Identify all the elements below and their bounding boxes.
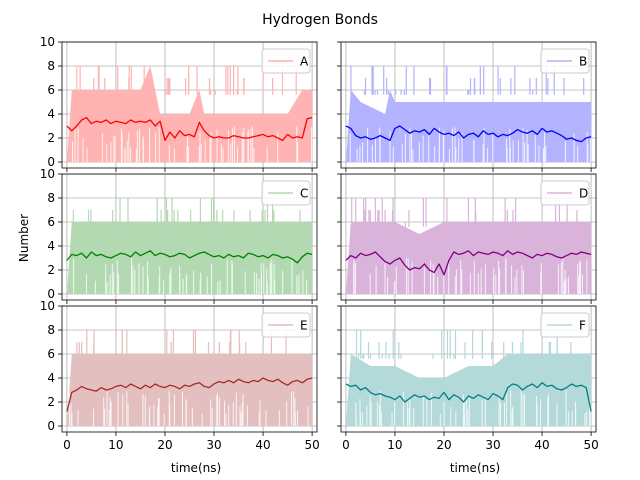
y-tick-label: 10 (40, 299, 55, 313)
y-tick-label: 10 (40, 167, 55, 181)
axes-frame (340, 41, 597, 169)
panel-c: 0 2 4 6 8 10 C (40, 167, 318, 304)
x-tick-label: 10 (108, 438, 123, 452)
panel-e-plot (66, 330, 313, 426)
panel-a-plot (66, 66, 313, 162)
legend-label: D (579, 187, 588, 201)
x-tick-label: 20 (436, 438, 451, 452)
x-tick-label: 40 (534, 438, 549, 452)
y-tick-label: 0 (47, 155, 55, 169)
raw-count-band-d (345, 222, 592, 294)
raw-count-band-b (345, 90, 592, 162)
raw-count-gaps-f (355, 390, 591, 426)
legend-label: E (300, 319, 308, 333)
raw-count-gaps-d (353, 258, 588, 294)
x-tick-label: 0 (63, 438, 71, 452)
series-line-b (345, 125, 592, 143)
panel-c-plot (66, 198, 313, 294)
raw-count-spikes-b (350, 66, 585, 95)
legend-label: A (300, 55, 309, 69)
series-line-c (66, 250, 313, 264)
panel-d-plot (345, 198, 592, 294)
axes-frame (61, 41, 318, 169)
x-tick-label: 50 (583, 438, 598, 452)
x-tick-label: 10 (387, 438, 402, 452)
panel-b-plot (345, 66, 592, 162)
legend-label: C (300, 187, 308, 201)
x-tick-label: 0 (342, 438, 350, 452)
raw-count-band-a (66, 66, 313, 162)
x-tick-label: 50 (304, 438, 319, 452)
raw-count-spikes-c (72, 198, 302, 227)
series-line-f (345, 382, 592, 412)
series-line-e (66, 377, 313, 412)
y-tick-label: 2 (47, 263, 55, 277)
y-tick-label: 0 (47, 419, 55, 433)
raw-count-spikes-e (76, 330, 291, 359)
y-tick-label: 10 (40, 35, 55, 49)
legend-label: F (579, 319, 586, 333)
raw-count-gaps-e (68, 391, 309, 426)
x-axis-label-left: time(ns) (171, 461, 221, 475)
y-tick-label: 6 (47, 347, 55, 361)
raw-count-spikes-d (351, 198, 578, 227)
panel-e: 0 10 20 30 40 50 0 2 4 6 8 10 E (40, 299, 320, 452)
x-tick-label: 30 (485, 438, 500, 452)
y-axis-label: Number (17, 214, 31, 262)
raw-count-spikes-f (355, 330, 582, 359)
x-tick-label: 40 (255, 438, 270, 452)
panel-b: B (337, 41, 597, 172)
x-axis-label-right: time(ns) (450, 461, 500, 475)
raw-count-gaps-a (72, 126, 313, 162)
axes-frame (61, 173, 318, 301)
panel-f-plot (345, 330, 592, 426)
y-tick-label: 0 (47, 287, 55, 301)
y-tick-label: 2 (47, 395, 55, 409)
axes-frame (340, 173, 597, 301)
raw-count-spikes-a (76, 66, 308, 95)
y-tick-label: 8 (47, 323, 55, 337)
raw-count-gaps-c (73, 258, 308, 294)
y-tick-label: 8 (47, 191, 55, 205)
series-line-d (345, 250, 592, 276)
y-tick-label: 6 (47, 83, 55, 97)
y-tick-label: 2 (47, 131, 55, 145)
axes-frame (340, 305, 597, 433)
panel-f: 0 10 20 30 40 50 F (337, 305, 599, 452)
x-tick-label: 30 (206, 438, 221, 452)
panel-d: D (337, 173, 597, 304)
y-tick-label: 4 (47, 107, 55, 121)
raw-count-band-f (345, 354, 592, 426)
panel-a: 0 2 4 6 8 10 A (40, 35, 318, 172)
series-line-a (66, 116, 313, 142)
raw-count-gaps-b (349, 127, 592, 162)
y-tick-label: 4 (47, 239, 55, 253)
y-tick-label: 6 (47, 215, 55, 229)
y-tick-label: 8 (47, 59, 55, 73)
figure-title: Hydrogen Bonds (262, 12, 378, 28)
y-tick-label: 4 (47, 371, 55, 385)
legend-label: B (579, 55, 587, 69)
axes-frame (61, 305, 318, 433)
x-tick-label: 20 (157, 438, 172, 452)
